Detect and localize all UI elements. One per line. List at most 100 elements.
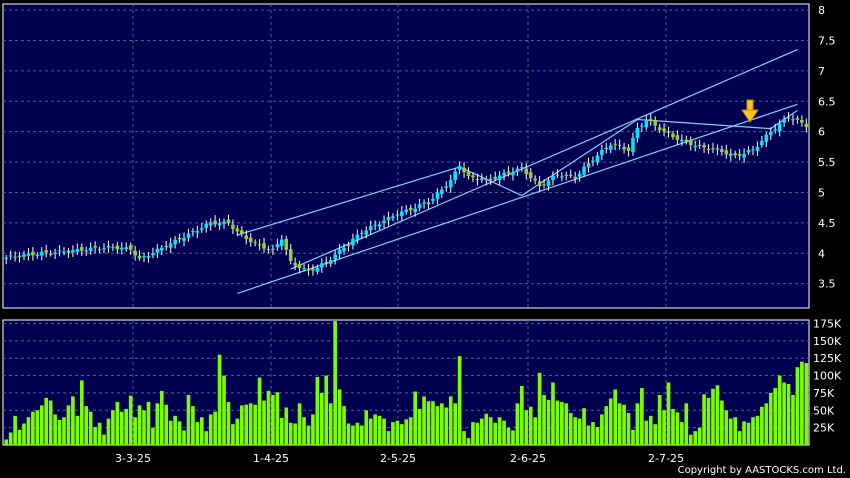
volume-bar: [186, 395, 191, 445]
candle-body: [97, 249, 102, 251]
candle-body: [728, 153, 733, 156]
volume-bar: [231, 424, 235, 445]
volume-bar: [404, 419, 409, 445]
volume-bar: [217, 354, 222, 445]
candle-body: [84, 250, 89, 252]
volume-bar: [448, 396, 453, 445]
volume-bar: [493, 422, 497, 445]
candle-body: [555, 174, 560, 176]
candle-body: [200, 228, 204, 230]
volume-tick-label: 25K: [813, 422, 835, 435]
trend-line: [290, 49, 798, 270]
volume-bar: [484, 413, 489, 445]
volume-bar: [617, 403, 622, 445]
candle-body: [608, 145, 613, 150]
candle-body: [44, 250, 49, 253]
candle-body: [328, 260, 333, 265]
volume-bar: [706, 397, 711, 445]
candle-body: [391, 216, 395, 219]
price-tick-label: 4.5: [818, 217, 836, 230]
candle-body: [342, 247, 346, 252]
candle-body: [631, 138, 635, 153]
volume-bar: [311, 414, 315, 445]
candle-body: [720, 149, 724, 153]
volume-bar: [760, 406, 764, 445]
candle-body: [586, 163, 591, 168]
volume-bar: [622, 404, 626, 445]
price-tick-label: 7.5: [818, 34, 836, 47]
volume-bar: [764, 403, 769, 445]
volume-bar: [720, 400, 724, 445]
volume-bar: [591, 422, 595, 445]
candle-body: [466, 171, 471, 177]
volume-bar: [791, 395, 795, 445]
volume-bar: [328, 403, 333, 445]
volume-bar: [560, 401, 564, 445]
candle-body: [22, 254, 26, 257]
volume-bar: [168, 420, 173, 445]
volume-bar: [111, 410, 115, 445]
candle-body: [795, 118, 800, 120]
volume-bar: [431, 401, 435, 445]
price-tick-label: 3.5: [818, 278, 836, 291]
candle-body: [240, 230, 244, 234]
candle-body: [595, 155, 600, 163]
candle-body: [17, 255, 22, 258]
candle-body: [146, 256, 151, 258]
volume-tick-label: 125K: [813, 352, 842, 365]
candle-body: [8, 255, 13, 257]
volume-bar: [675, 412, 680, 445]
volume-bar: [555, 400, 560, 445]
candle-body: [31, 251, 35, 256]
price-tick-label: 7: [818, 65, 825, 78]
candle-body: [448, 179, 453, 188]
volume-bar: [604, 406, 609, 445]
candle-body: [248, 237, 253, 243]
volume-bar: [373, 414, 377, 445]
candle-body: [48, 253, 53, 255]
candle-body: [675, 135, 680, 140]
candle-body: [582, 166, 586, 175]
candle-body: [226, 219, 231, 224]
volume-bar: [262, 400, 266, 445]
candle-body: [302, 268, 306, 270]
volume-bar: [662, 410, 666, 445]
candle-body: [231, 224, 235, 229]
candle-body: [66, 250, 71, 253]
volume-bar: [333, 321, 337, 445]
volume-bar: [644, 420, 649, 445]
candle-body: [613, 143, 617, 145]
price-tick-label: 4: [818, 247, 825, 260]
candle-body: [280, 239, 284, 246]
volume-bar: [777, 375, 782, 445]
volume-bar: [208, 414, 213, 445]
candle-body: [693, 145, 697, 147]
volume-bar: [462, 431, 466, 445]
volume-bar: [342, 406, 346, 445]
candle-body: [88, 247, 93, 251]
volume-bar: [657, 395, 662, 445]
candle-body: [666, 131, 671, 133]
volume-bar: [271, 395, 275, 445]
volume-bar: [702, 394, 706, 445]
candle-body: [480, 178, 484, 181]
volume-bar: [542, 395, 546, 445]
candle-body: [333, 254, 337, 260]
volume-bar: [146, 401, 151, 445]
volume-tick-label: 100K: [813, 370, 842, 383]
candle-body: [688, 140, 693, 146]
volume-bar: [124, 408, 129, 445]
candle-body: [182, 237, 186, 241]
candle-body: [275, 244, 280, 248]
volume-bar: [31, 411, 35, 445]
candle-body: [306, 269, 311, 271]
candle-body: [537, 181, 542, 187]
candle-body: [751, 149, 755, 151]
volume-tick-label: 150K: [813, 335, 842, 348]
candle-body: [151, 253, 155, 256]
date-axis-ticks: 3-3-25 1-4-25 2-5-25 2-6-25 2-7-25: [115, 452, 684, 465]
trend-line: [237, 166, 460, 236]
candles: [4, 112, 809, 276]
volume-bar: [382, 418, 386, 445]
candle-body: [791, 119, 795, 121]
